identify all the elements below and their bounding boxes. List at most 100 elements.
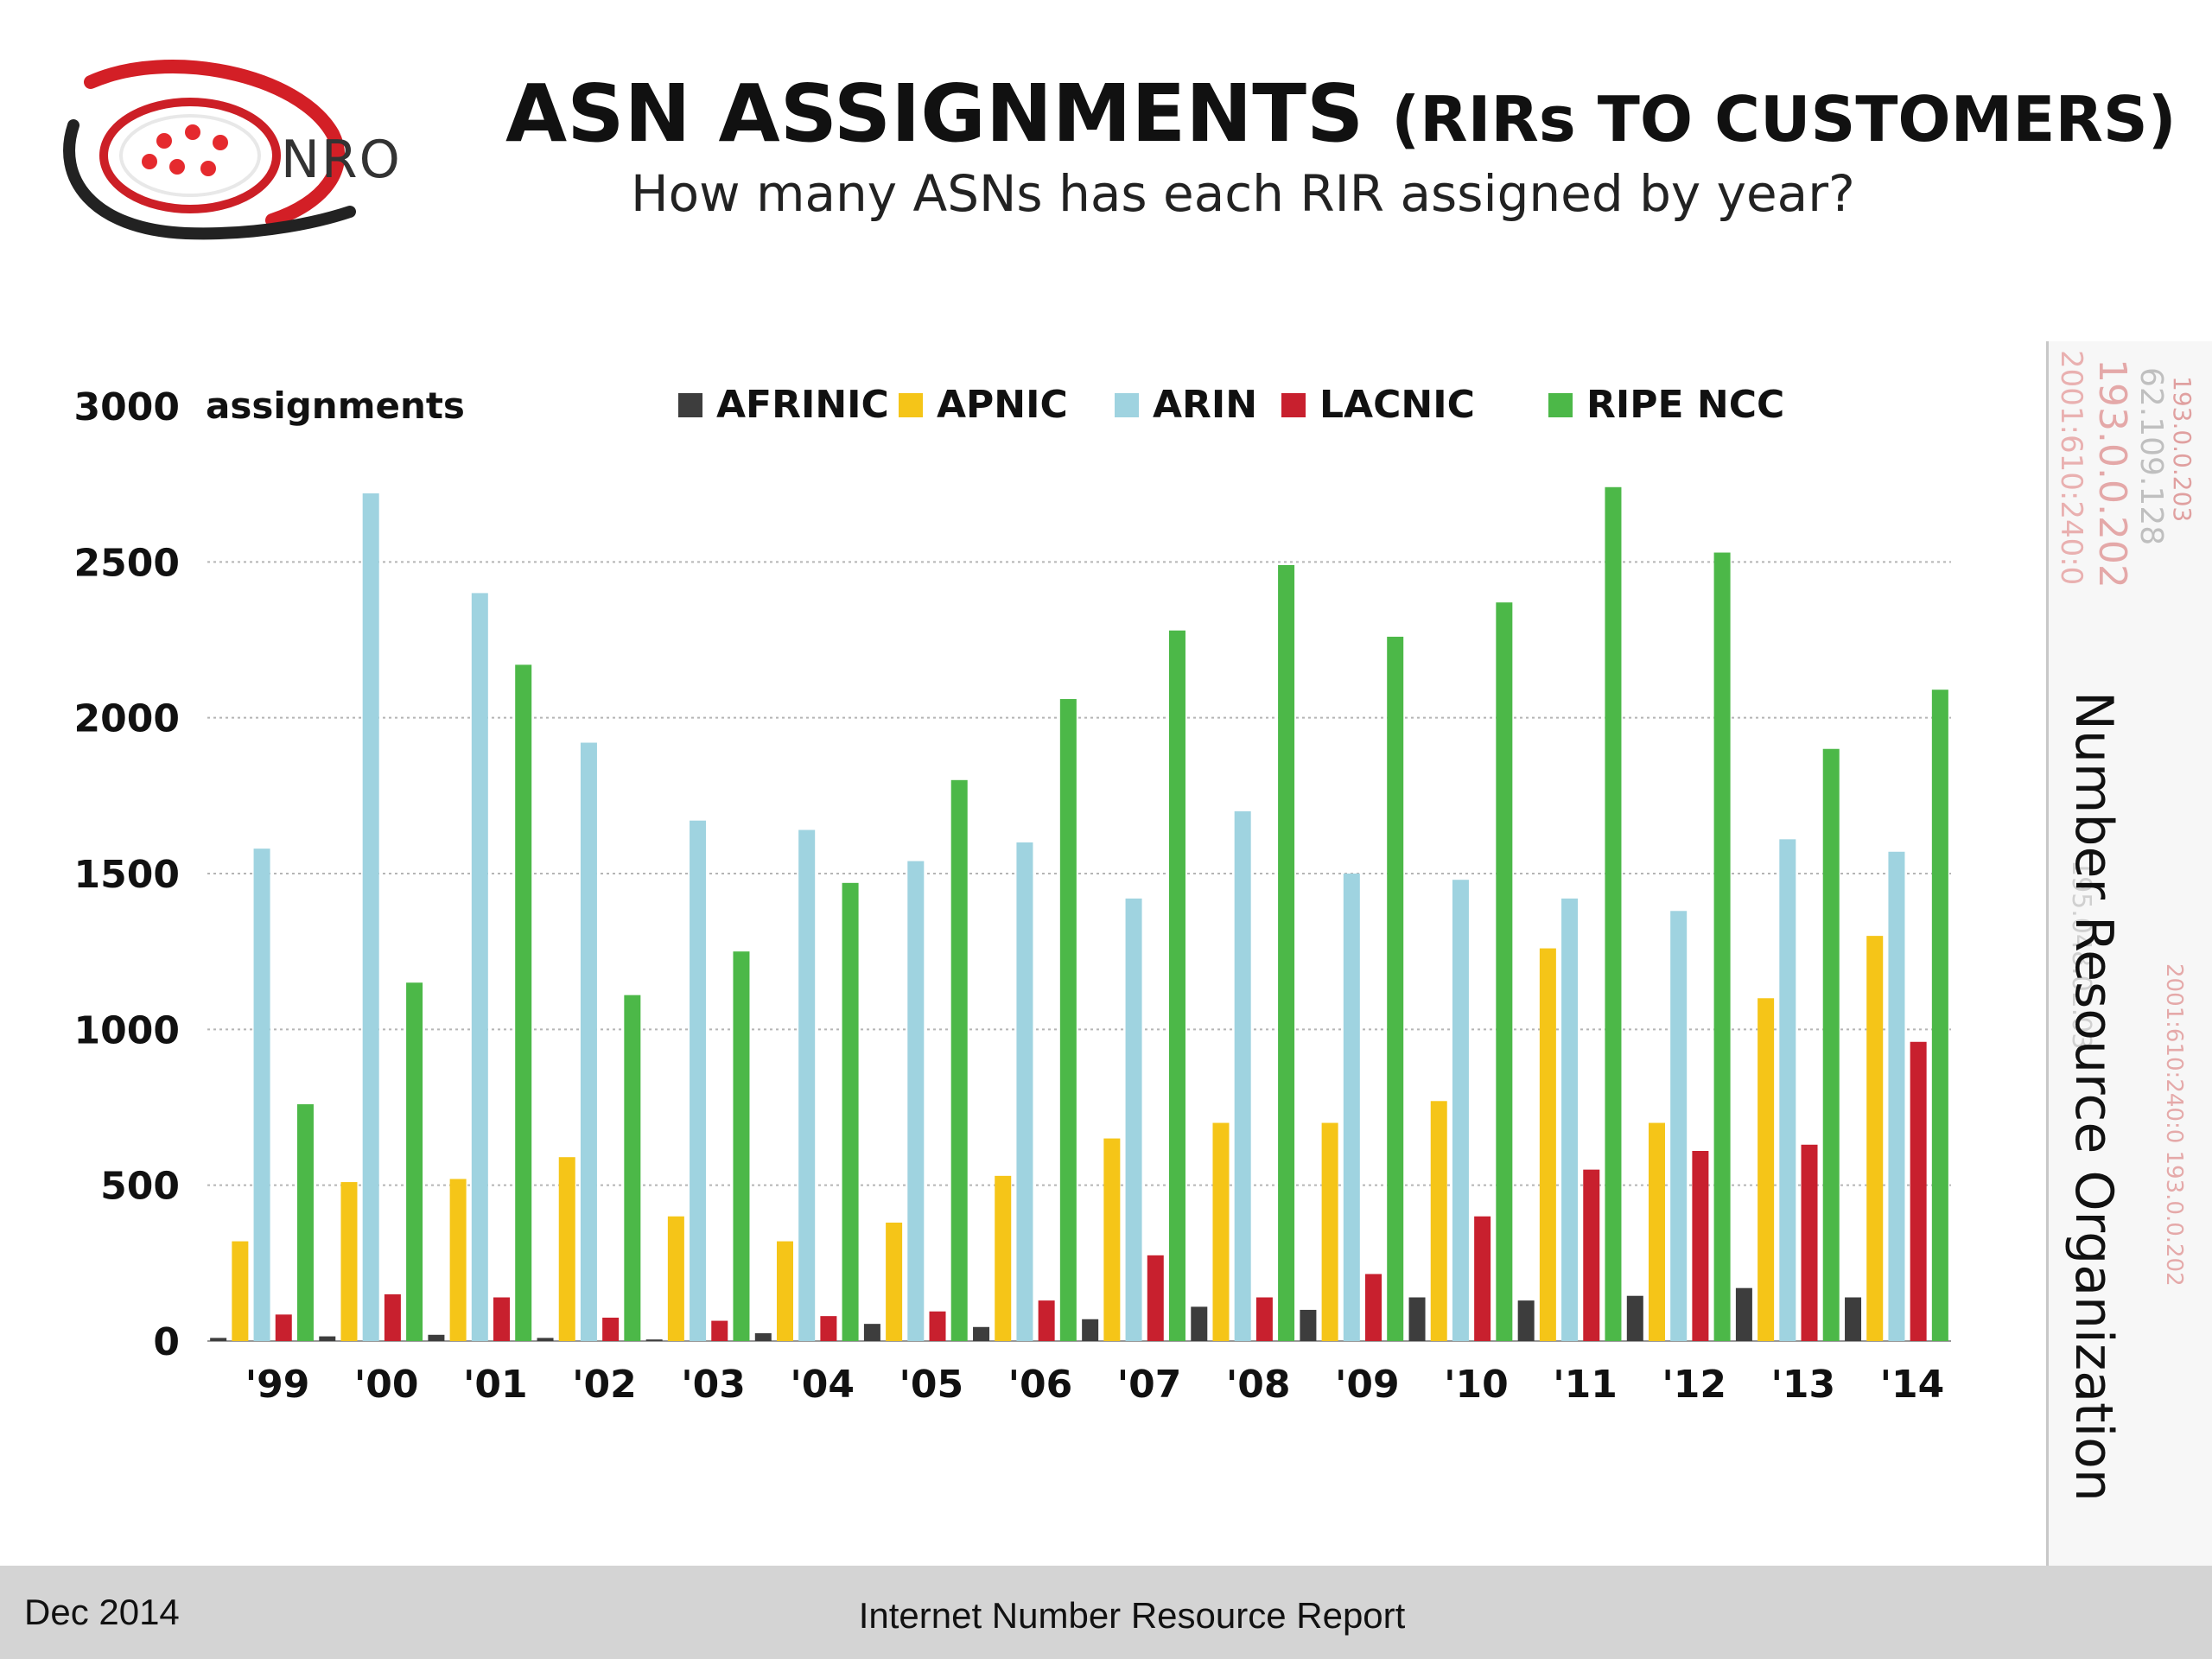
bar	[1931, 690, 1948, 1341]
bar	[1583, 1169, 1600, 1341]
x-tick-label: '03	[681, 1363, 746, 1407]
x-tick-label: '13	[1770, 1363, 1835, 1407]
side-decor-text-5: 195.048.02.03	[2066, 860, 2096, 1050]
side-decor-text-4: 193.0.0.203	[2168, 376, 2196, 523]
bar	[319, 1336, 336, 1341]
bar	[493, 1297, 511, 1341]
bar	[1561, 898, 1579, 1341]
x-tick-label: '14	[1880, 1363, 1945, 1407]
legend-swatch	[1115, 393, 1139, 417]
x-tick-label: '10	[1444, 1363, 1509, 1407]
bar	[624, 995, 641, 1341]
bar	[886, 1222, 903, 1341]
bar	[1365, 1274, 1382, 1341]
bar	[1082, 1319, 1099, 1341]
bar	[1758, 998, 1775, 1341]
bar	[1255, 1297, 1273, 1341]
footer-bar: Dec 2014 Internet Number Resource Report	[0, 1566, 2212, 1659]
bar	[1038, 1300, 1055, 1341]
bar	[537, 1338, 554, 1341]
bar	[863, 1324, 880, 1341]
bar	[1147, 1255, 1164, 1341]
bar	[210, 1338, 227, 1341]
bar	[1321, 1122, 1338, 1341]
x-tick-label: '01	[463, 1363, 528, 1407]
x-tick-label: '00	[354, 1363, 419, 1407]
y-axis-label: assignments	[206, 385, 465, 427]
bar	[1910, 1041, 1927, 1341]
x-tick-label: '12	[1662, 1363, 1726, 1407]
bar	[1648, 1122, 1665, 1341]
title-main: ASN ASSIGNMENTS	[505, 67, 1364, 160]
legend-swatch	[678, 393, 702, 417]
bar	[690, 820, 707, 1341]
bar	[711, 1320, 728, 1341]
footer-date: Dec 2014	[24, 1592, 180, 1632]
logo-text: NRO	[281, 130, 402, 190]
y-tick-label: 1000	[74, 1008, 180, 1052]
x-tick-label: '99	[245, 1363, 310, 1407]
bar	[645, 1339, 663, 1341]
bar	[362, 493, 379, 1341]
page-title: ASN ASSIGNMENTS (RIRs TO CUSTOMERS)	[505, 67, 2177, 160]
bar	[428, 1334, 445, 1341]
bar	[907, 861, 925, 1341]
bar	[1626, 1295, 1643, 1341]
bar	[1692, 1150, 1709, 1341]
x-tick-label: '05	[899, 1363, 963, 1407]
x-tick-label: '09	[1335, 1363, 1400, 1407]
bar	[253, 849, 270, 1341]
y-tick-label: 2000	[74, 697, 180, 741]
bar	[232, 1241, 249, 1341]
bar	[1212, 1122, 1230, 1341]
x-tick-label: '08	[1226, 1363, 1291, 1407]
legend-label: RIPE NCC	[1586, 383, 1784, 427]
x-tick-label: '11	[1553, 1363, 1618, 1407]
side-decor-text-6: 2001:610:240:0 193.0.0.202	[2161, 963, 2187, 1287]
bar	[929, 1311, 946, 1341]
asn-bar-chart: 0 500 1000 1500 2000 2500 3000 assignments AFRIN…	[74, 383, 1951, 1407]
bar	[1343, 874, 1360, 1341]
legend-swatch	[899, 393, 923, 417]
nro-logo-icon	[63, 60, 356, 240]
bar	[1408, 1297, 1426, 1341]
bar	[1300, 1309, 1317, 1341]
bar	[995, 1175, 1012, 1341]
bar	[296, 1103, 314, 1341]
side-decor-text-3: 62.109.128	[2133, 367, 2169, 546]
bar	[1168, 630, 1185, 1341]
legend-label: AFRINIC	[716, 383, 889, 427]
bar	[1496, 602, 1513, 1341]
legend-label: ARIN	[1153, 383, 1257, 427]
bar	[1605, 486, 1622, 1341]
side-decor-text-1: 2001:610:240:0	[2054, 350, 2088, 586]
bar	[406, 982, 423, 1341]
bar	[1430, 1101, 1447, 1341]
y-tick-label: 500	[100, 1165, 180, 1209]
page-subtitle: How many ASNs has each RIR assigned by y…	[631, 164, 1855, 223]
bar	[1713, 552, 1731, 1341]
y-tick-label: 1500	[74, 853, 180, 897]
bar	[340, 1182, 358, 1341]
side-decor-panel: 2001:610:240:0 193.0.0.202 62.109.128 19…	[2046, 341, 2212, 1568]
legend-label: LACNIC	[1319, 383, 1475, 427]
bar	[449, 1179, 467, 1341]
footer-report-title: Internet Number Resource Report	[858, 1595, 1406, 1636]
bar	[275, 1314, 292, 1341]
bar	[1191, 1306, 1208, 1341]
bar	[973, 1326, 990, 1341]
bar	[776, 1241, 793, 1341]
bar	[515, 664, 532, 1341]
y-tick-label: 0	[153, 1320, 180, 1364]
x-tick-label: '06	[1008, 1363, 1073, 1407]
bar	[1779, 839, 1796, 1341]
legend-label: APNIC	[937, 383, 1068, 427]
bar	[1735, 1287, 1752, 1341]
bar	[602, 1317, 620, 1341]
bar	[667, 1216, 684, 1341]
bar	[1670, 911, 1688, 1341]
bar	[1888, 851, 1905, 1341]
title-paren: (RIRs TO CUSTOMERS)	[1391, 83, 2177, 156]
x-tick-label: '07	[1117, 1363, 1182, 1407]
